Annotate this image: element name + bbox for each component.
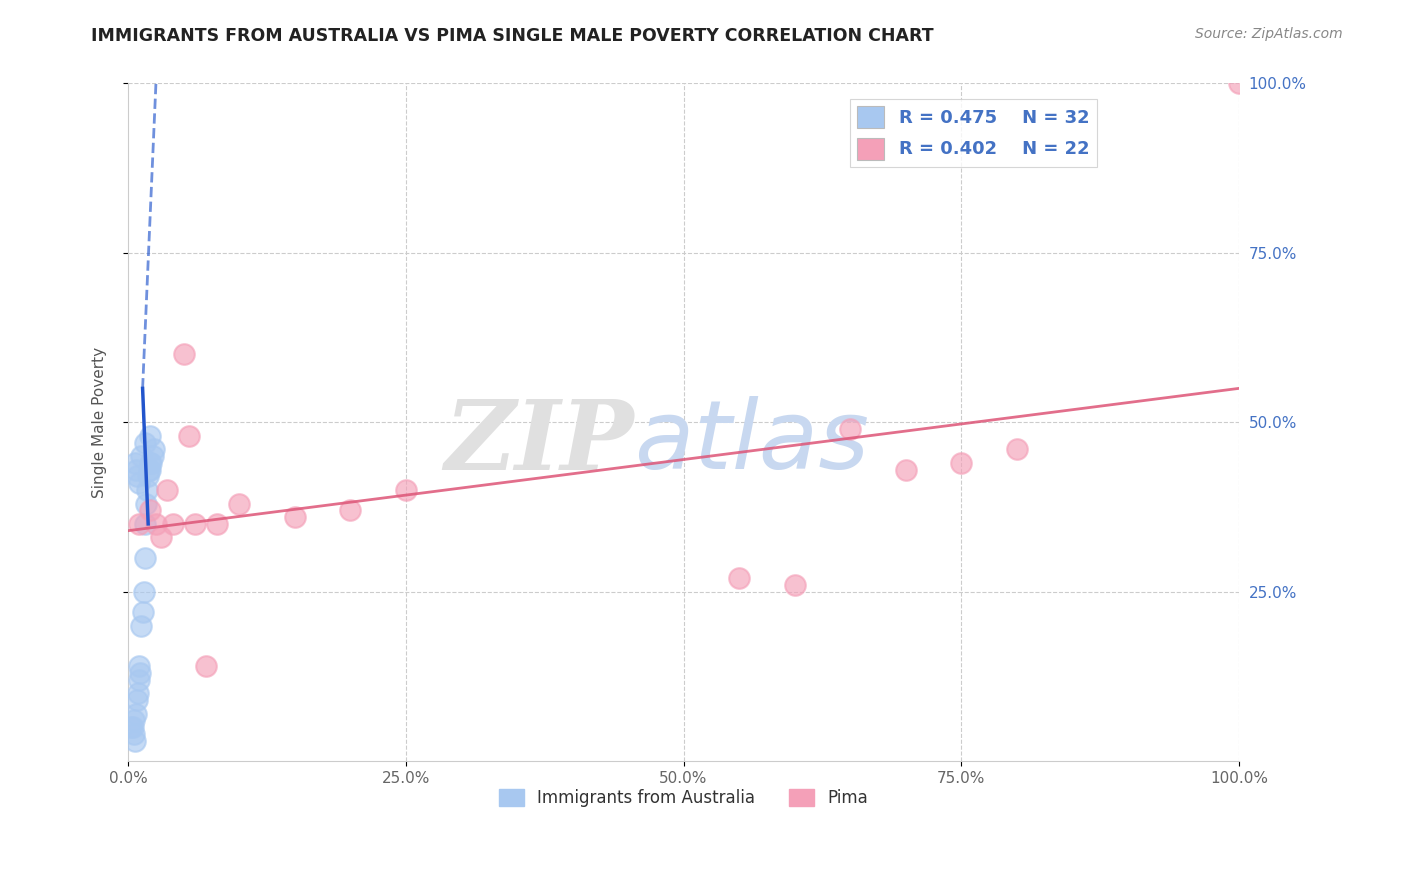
Legend: Immigrants from Australia, Pima: Immigrants from Australia, Pima [492,782,875,814]
Point [1227,77,1250,91]
Point [228,497,250,511]
Point [136,483,159,497]
Point [134,435,156,450]
Point [139,429,162,443]
Point [839,422,862,436]
Point [141,456,163,470]
Y-axis label: Single Male Poverty: Single Male Poverty [93,347,107,498]
Point [129,665,152,680]
Point [173,347,195,361]
Point [150,531,173,545]
Text: Source: ZipAtlas.com: Source: ZipAtlas.com [1195,27,1343,41]
Point [131,618,153,632]
Point [128,659,150,673]
Point [128,516,150,531]
Point [139,463,162,477]
Point [128,673,150,687]
Point [125,469,148,483]
Point [121,720,143,734]
Point [131,449,153,463]
Point [132,584,155,599]
Point [142,449,165,463]
Text: ZIP: ZIP [444,395,634,490]
Point [205,516,228,531]
Point [125,693,148,707]
Point [339,503,361,517]
Point [179,429,201,443]
Point [138,463,160,477]
Point [136,469,159,483]
Point [134,516,156,531]
Point [127,686,149,700]
Point [156,483,179,497]
Point [134,550,156,565]
Text: IMMIGRANTS FROM AUSTRALIA VS PIMA SINGLE MALE POVERTY CORRELATION CHART: IMMIGRANTS FROM AUSTRALIA VS PIMA SINGLE… [91,27,934,45]
Point [184,516,207,531]
Text: atlas: atlas [634,396,869,489]
Point [1005,442,1028,457]
Point [395,483,418,497]
Point [950,456,973,470]
Point [124,456,146,470]
Point [124,733,146,747]
Point [125,463,148,477]
Point [122,714,145,728]
Point [894,463,917,477]
Point [162,516,184,531]
Point [284,510,307,524]
Point [139,456,162,470]
Point [122,727,145,741]
Point [125,706,148,721]
Point [142,442,165,457]
Point [783,578,806,592]
Point [131,605,153,619]
Point [139,503,162,517]
Point [128,476,150,491]
Point [135,497,157,511]
Point [145,516,167,531]
Point [121,720,143,734]
Point [728,571,751,585]
Point [194,659,217,673]
